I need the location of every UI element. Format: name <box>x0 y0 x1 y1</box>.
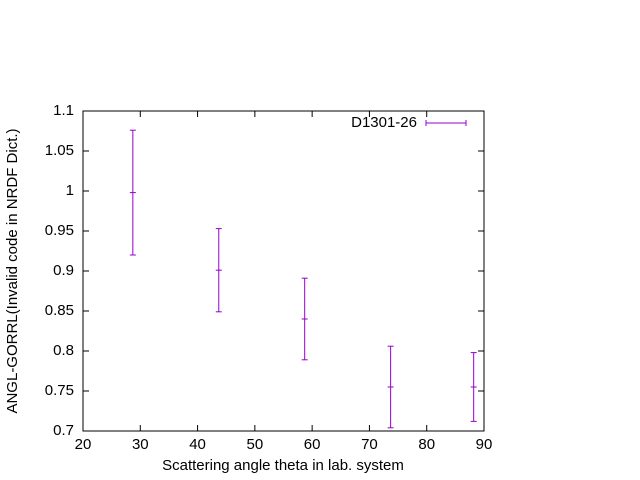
y-tick-label: 0.9 <box>53 262 74 279</box>
x-tick-label: 20 <box>75 436 92 453</box>
error-bar <box>301 277 308 361</box>
x-axis-label: Scattering angle theta in lab. system <box>162 457 404 474</box>
y-tick-label: 1.05 <box>45 142 74 159</box>
legend-label: D1301-26 <box>351 114 417 131</box>
error-bar <box>129 129 136 256</box>
y-tick-label: 1.1 <box>53 102 74 119</box>
y-axis-label: ANGL-GORRL(Invalid code in NRDF Dict.) <box>4 128 21 413</box>
x-tick-label: 70 <box>361 436 378 453</box>
x-tick-label: 60 <box>304 436 321 453</box>
error-bar <box>470 352 477 422</box>
y-tick-label: 0.95 <box>45 222 74 239</box>
plot-frame <box>82 110 485 432</box>
y-tick-label: 0.7 <box>53 422 74 439</box>
error-bar <box>387 345 394 429</box>
error-bar <box>215 228 222 313</box>
y-tick-label: 0.8 <box>53 342 74 359</box>
x-tick-label: 90 <box>476 436 493 453</box>
y-tick-label: 0.85 <box>45 302 74 319</box>
y-tick-label: 1 <box>66 182 74 199</box>
y-tick-label: 0.75 <box>45 382 74 399</box>
x-tick-label: 80 <box>418 436 435 453</box>
x-tick-label: 40 <box>189 436 206 453</box>
x-tick-label: 30 <box>132 436 149 453</box>
x-tick-label: 50 <box>247 436 264 453</box>
